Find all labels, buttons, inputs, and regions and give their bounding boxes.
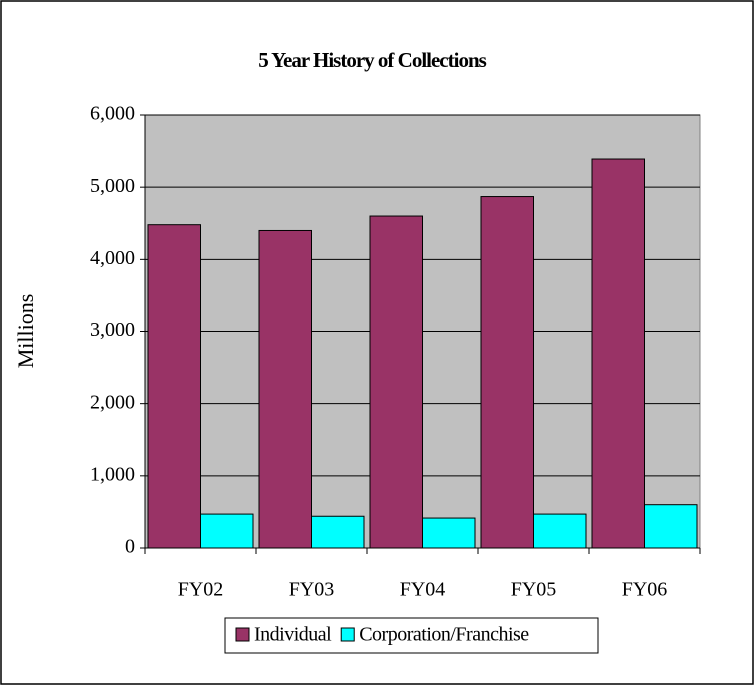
x-tick-label: FY05	[511, 579, 557, 601]
bar	[533, 513, 587, 549]
legend-swatch	[340, 627, 355, 642]
bar	[258, 229, 312, 549]
y-axis-label: Millions	[13, 294, 38, 369]
bar	[200, 513, 254, 549]
y-tick-label: 0	[125, 536, 135, 558]
bar	[422, 517, 476, 549]
legend-box	[224, 617, 599, 654]
legend-label: Corporation/Franchise	[359, 624, 529, 646]
bar	[591, 158, 645, 549]
legend-swatch	[235, 627, 250, 642]
legend-label: Individual	[254, 624, 332, 646]
y-tick-label: 5,000	[90, 175, 135, 197]
chart-title: 5 Year History of Collections	[258, 48, 486, 72]
bar	[147, 224, 201, 549]
x-tick-label: FY02	[178, 579, 224, 601]
bar	[369, 215, 423, 549]
bar	[311, 515, 365, 549]
x-tick-label: FY03	[289, 579, 335, 601]
x-tick-label: FY06	[622, 579, 668, 601]
y-tick-label: 2,000	[90, 391, 135, 413]
bar	[480, 196, 534, 549]
y-tick-label: 1,000	[90, 463, 135, 485]
y-tick-label: 6,000	[90, 103, 135, 125]
x-tick-label: FY04	[400, 579, 446, 601]
y-tick-label: 4,000	[90, 247, 135, 269]
bar	[644, 504, 698, 549]
y-tick-label: 3,000	[90, 319, 135, 341]
